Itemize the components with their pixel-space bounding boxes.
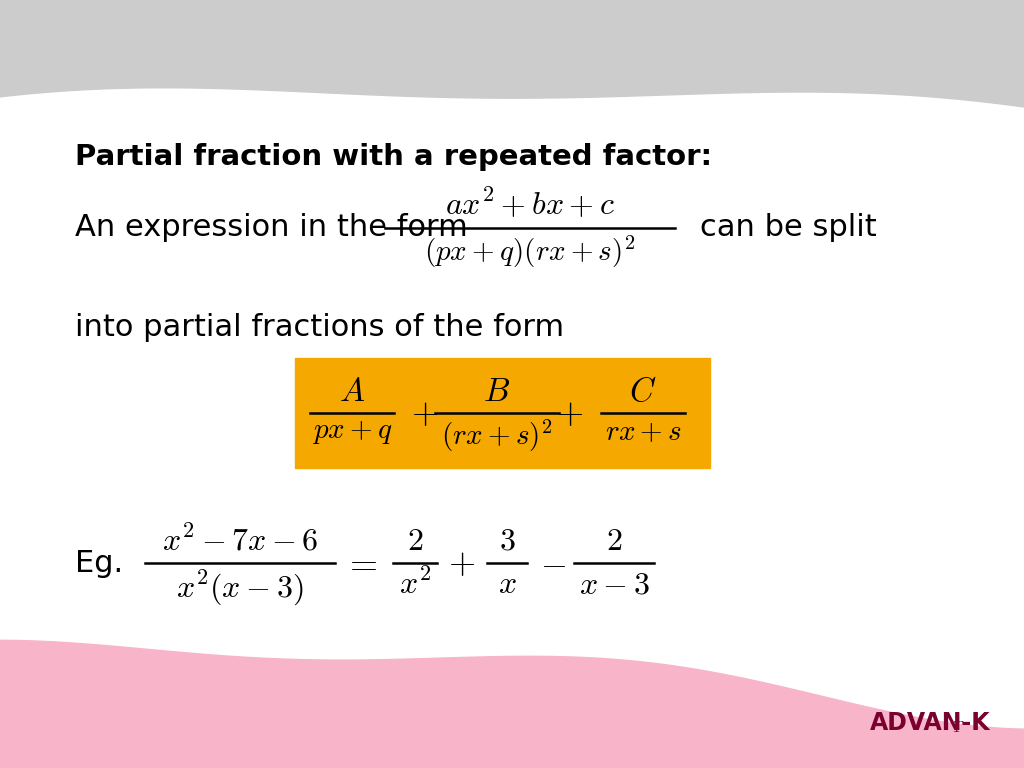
Text: $C$: $C$ bbox=[630, 375, 656, 408]
Text: $A$: $A$ bbox=[339, 375, 365, 408]
Text: $rx+s$: $rx+s$ bbox=[604, 418, 682, 446]
Text: $+$: $+$ bbox=[411, 396, 438, 430]
Text: $+$: $+$ bbox=[556, 396, 584, 430]
Text: $(rx+s)^{2}$: $(rx+s)^{2}$ bbox=[441, 418, 553, 454]
Text: ADVAN-K: ADVAN-K bbox=[870, 711, 990, 735]
Text: $2$: $2$ bbox=[407, 526, 423, 557]
Text: $-$: $-$ bbox=[540, 546, 566, 580]
Text: $3$: $3$ bbox=[499, 526, 515, 557]
Text: $B$: $B$ bbox=[483, 375, 511, 408]
Text: $+$: $+$ bbox=[449, 546, 475, 580]
Text: can be split: can be split bbox=[700, 214, 877, 243]
Text: An expression in the form: An expression in the form bbox=[75, 214, 468, 243]
Text: $x-3$: $x-3$ bbox=[579, 569, 649, 600]
Text: $2$: $2$ bbox=[606, 526, 623, 557]
Polygon shape bbox=[0, 0, 1024, 107]
Text: $_T$: $_T$ bbox=[952, 716, 966, 736]
Text: $=$: $=$ bbox=[343, 546, 377, 580]
Text: $x^2$: $x^2$ bbox=[399, 569, 431, 601]
Text: $ax^2+bx+c$: $ax^2+bx+c$ bbox=[445, 187, 615, 222]
Text: Eg.: Eg. bbox=[75, 548, 123, 578]
Text: $(px+q)(rx+s)^{2}$: $(px+q)(rx+s)^{2}$ bbox=[424, 234, 636, 270]
Text: Partial fraction with a repeated factor:: Partial fraction with a repeated factor: bbox=[75, 143, 712, 171]
Text: into partial fractions of the form: into partial fractions of the form bbox=[75, 313, 564, 343]
Polygon shape bbox=[0, 641, 1024, 768]
Bar bbox=[295, 358, 710, 468]
Text: $x^2-7x-6$: $x^2-7x-6$ bbox=[162, 525, 318, 557]
Text: $x^2(x-3)$: $x^2(x-3)$ bbox=[176, 569, 304, 608]
Text: $x$: $x$ bbox=[498, 569, 516, 600]
Text: $px+q$: $px+q$ bbox=[311, 418, 392, 446]
